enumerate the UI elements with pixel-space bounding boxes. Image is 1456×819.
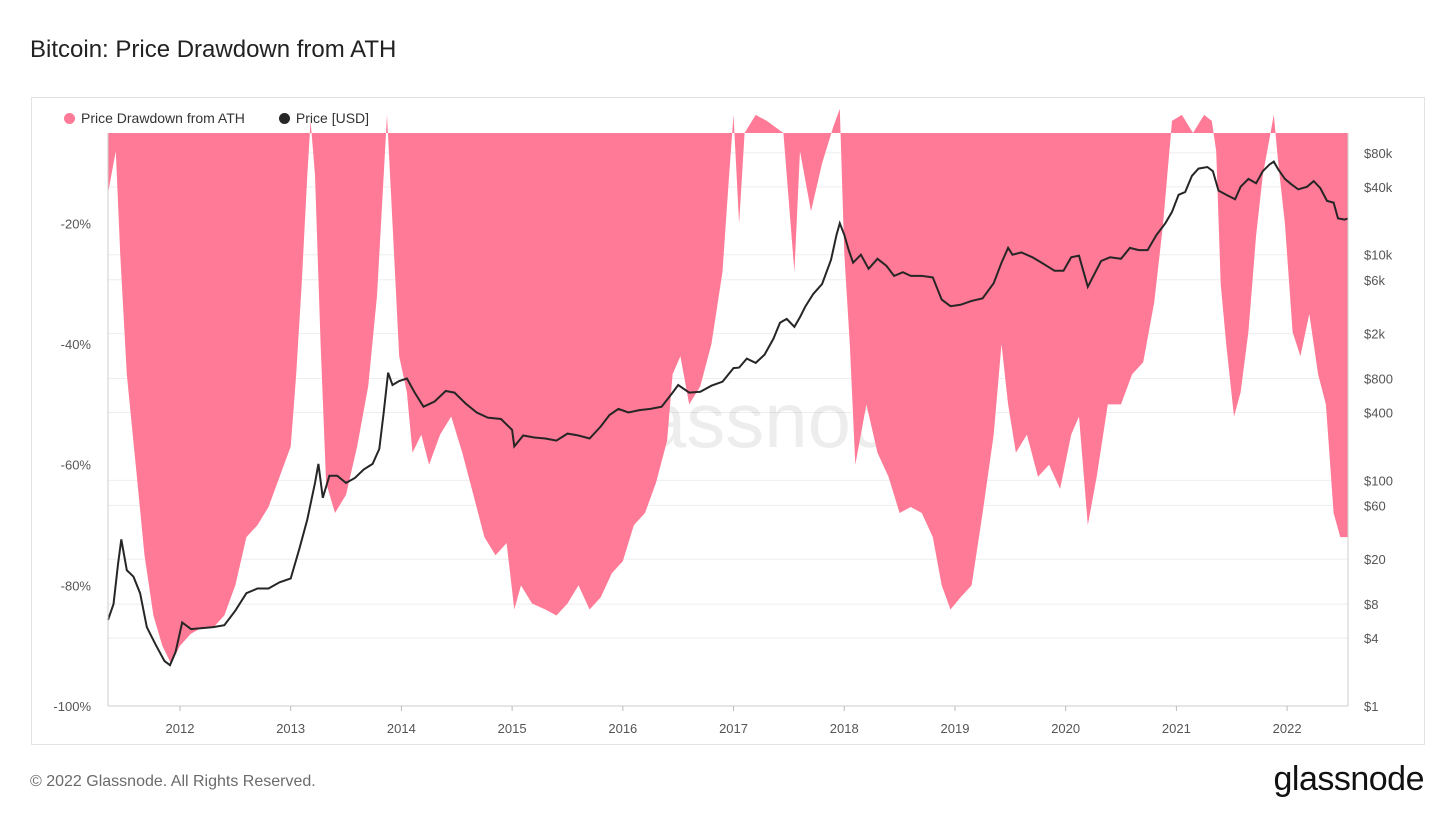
circle-icon <box>278 112 290 124</box>
price-line <box>107 160 1349 667</box>
legend-label-drawdown: Price Drawdown from ATH <box>81 110 245 126</box>
left-tick-label: -20% <box>61 216 92 231</box>
legend-label-price: Price [USD] <box>295 110 370 126</box>
left-tick-label: -80% <box>61 578 92 593</box>
right-tick-label: $80k <box>1364 146 1393 161</box>
right-tick-label: $10k <box>1364 248 1393 263</box>
brand-logo[interactable]: glassnode <box>1273 760 1424 798</box>
right-tick-label: $6k <box>1364 273 1385 288</box>
right-tick-label: $8 <box>1364 597 1378 612</box>
left-tick-label: -100% <box>53 699 91 714</box>
right-tick-label: $1 <box>1364 699 1378 714</box>
right-tick-label: $40k <box>1364 180 1393 195</box>
x-tick-label: 2016 <box>608 721 637 736</box>
x-tick-label: 2022 <box>1273 721 1302 736</box>
axes: 2012 2013 2014 2015 2016 2017 2018 2019 2020 2021… <box>53 133 1393 736</box>
right-tick-label: $100 <box>1364 473 1393 488</box>
x-tick-label: 2013 <box>276 721 305 736</box>
circle-icon <box>64 112 75 124</box>
left-tick-label: -60% <box>61 458 92 473</box>
x-tick-label: 2020 <box>1051 721 1080 736</box>
legend-item-price[interactable]: Price [USD] <box>278 110 370 126</box>
right-tick-label: $800 <box>1364 371 1393 386</box>
x-tick-label: 2014 <box>387 721 416 736</box>
footer-copyright: © 2022 Glassnode. All Rights Reserved. <box>30 773 316 790</box>
legend-item-drawdown[interactable]: Price Drawdown from ATH <box>64 110 245 126</box>
left-tick-label: -40% <box>61 337 92 352</box>
right-tick-label: $4 <box>1364 631 1378 646</box>
right-tick-label: $400 <box>1364 405 1393 420</box>
legend: Price Drawdown from ATH Price [USD] <box>64 110 369 126</box>
x-tick-label: 2019 <box>941 721 970 736</box>
drawdown-area <box>108 108 1348 664</box>
x-tick-label: 2015 <box>498 721 527 736</box>
x-tick-label: 2017 <box>719 721 748 736</box>
x-tick-label: 2012 <box>166 721 195 736</box>
right-tick-label: $20 <box>1364 552 1386 567</box>
right-tick-label: $2k <box>1364 327 1385 342</box>
x-tick-label: 2021 <box>1162 721 1191 736</box>
page-title: Bitcoin: Price Drawdown from ATH <box>30 36 397 63</box>
right-tick-label: $60 <box>1364 498 1386 513</box>
x-tick-label: 2018 <box>830 721 859 736</box>
